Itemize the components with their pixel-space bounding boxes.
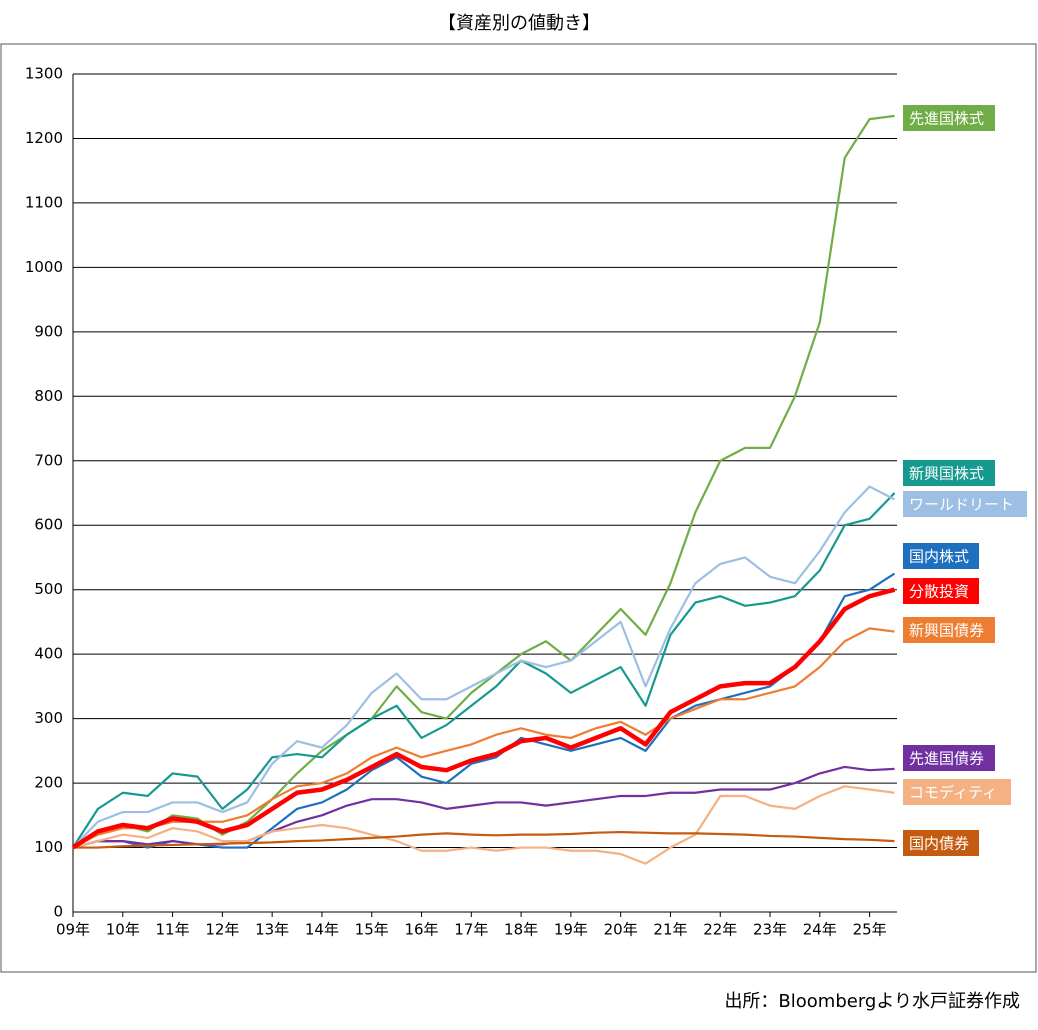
series-label-box	[903, 460, 995, 486]
chart-title: 【資産別の値動き】	[438, 13, 600, 34]
y-tick-label: 1100	[25, 193, 63, 211]
y-tick-label: 1000	[25, 258, 63, 276]
series-line	[72, 572, 896, 849]
series-line	[72, 627, 895, 849]
y-tick-label: 1200	[25, 129, 63, 147]
series-label: ワールドリート	[909, 496, 1014, 514]
series-label-box	[903, 105, 995, 131]
series-label-box	[903, 779, 1011, 805]
series-line	[72, 785, 895, 865]
series-line	[72, 114, 895, 849]
y-tick-label: 0	[53, 903, 63, 921]
series-line	[72, 492, 896, 849]
y-tick-label: 500	[34, 580, 63, 598]
series-label: 先進国株式	[909, 110, 984, 128]
x-tick-label: 19年	[554, 921, 588, 939]
series-label-box	[903, 830, 979, 856]
series-label: 分散投資	[909, 583, 969, 601]
x-tick-label: 15年	[355, 921, 389, 939]
chart-frame	[0, 43, 1037, 973]
y-tick-label: 200	[34, 774, 63, 792]
y-tick-label: 600	[34, 516, 63, 534]
y-tick-label: 900	[34, 322, 63, 340]
x-tick-label: 13年	[255, 921, 289, 939]
series-label: 国内債券	[909, 835, 969, 853]
series-label-box	[903, 578, 979, 604]
series-label-box	[903, 543, 979, 569]
series-label: 新興国株式	[909, 465, 984, 483]
x-tick-label: 11年	[156, 921, 190, 939]
series-line	[72, 485, 896, 849]
x-tick-label: 09年	[56, 921, 90, 939]
series-label-box	[903, 491, 1027, 517]
x-tick-label: 10年	[106, 921, 140, 939]
series-line	[71, 587, 896, 850]
series-label-box	[903, 745, 995, 771]
x-tick-label: 16年	[404, 921, 438, 939]
series-label: 国内株式	[909, 548, 969, 566]
source-note: 出所：Bloombergより水戸証券作成	[724, 991, 1020, 1012]
series-label-box	[903, 617, 995, 643]
x-tick-label: 24年	[803, 921, 837, 939]
x-tick-label: 12年	[205, 921, 239, 939]
x-tick-label: 17年	[454, 921, 488, 939]
series-label: 新興国債券	[909, 622, 984, 640]
y-tick-label: 400	[34, 645, 63, 663]
y-tick-label: 100	[34, 838, 63, 856]
x-tick-label: 23年	[753, 921, 787, 939]
x-tick-label: 18年	[504, 921, 538, 939]
y-tick-label: 1300	[25, 65, 63, 83]
series-label: 先進国債券	[909, 750, 984, 768]
series-label: コモディティ	[909, 784, 997, 802]
x-tick-label: 21年	[653, 921, 687, 939]
x-tick-label: 25年	[853, 921, 887, 939]
y-tick-label: 700	[34, 451, 63, 469]
x-tick-label: 14年	[305, 921, 339, 939]
x-tick-label: 22年	[703, 921, 737, 939]
x-tick-label: 20年	[604, 921, 638, 939]
y-tick-label: 300	[34, 709, 63, 727]
series-line	[73, 830, 895, 849]
y-tick-label: 800	[34, 387, 63, 405]
